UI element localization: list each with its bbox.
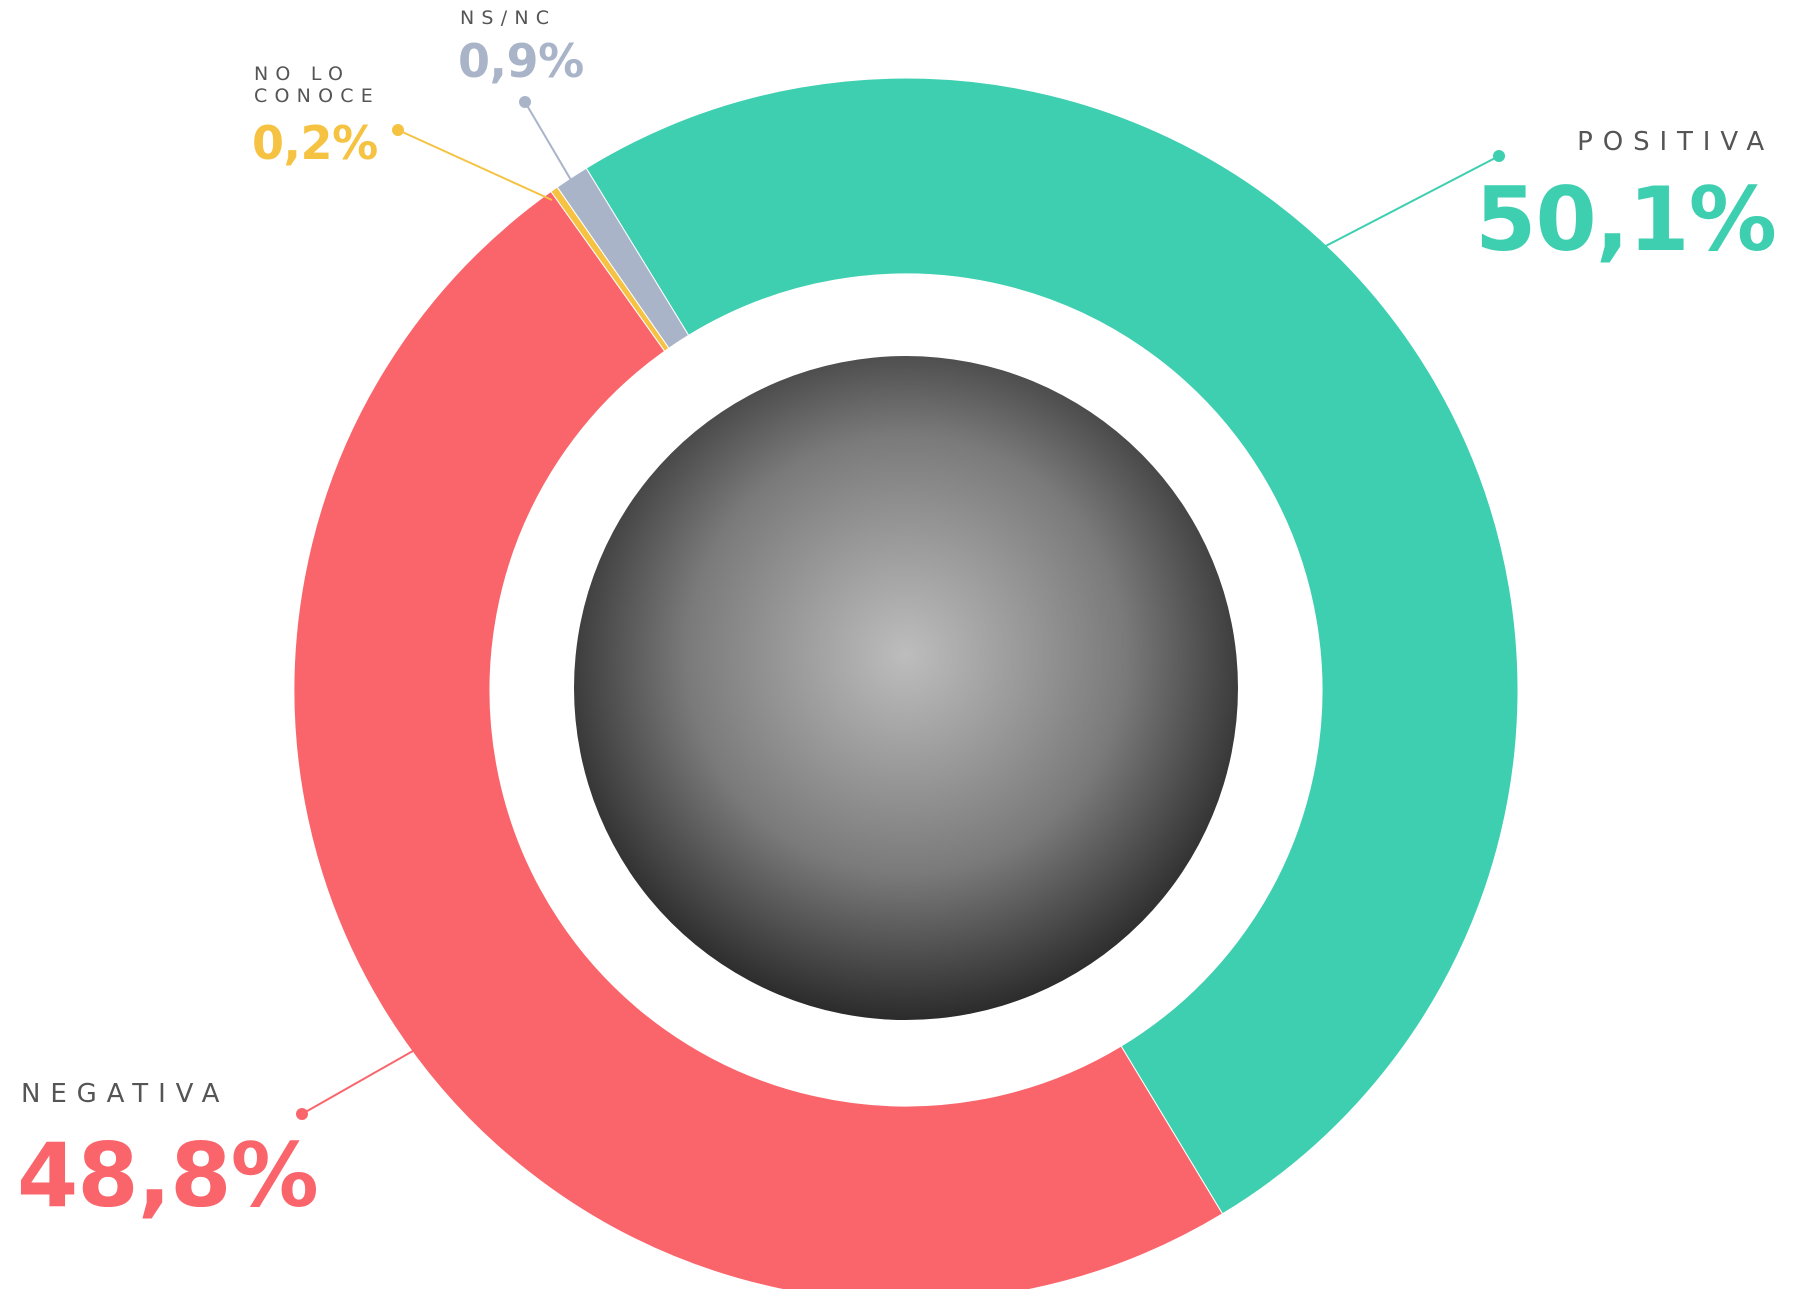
category-label: NO LO CONOCE: [254, 63, 380, 107]
leader-line: [524, 101, 592, 215]
photo: [574, 356, 1238, 1020]
leader-line: [301, 1009, 486, 1115]
category-label: NEGATIVA: [21, 1079, 230, 1109]
leader-line: [1292, 155, 1500, 264]
donut-slice: [293, 190, 1224, 1289]
category-label: NS/NC: [460, 7, 557, 29]
leader-line: [397, 129, 553, 201]
value-label: 0,9%: [458, 34, 584, 88]
leader-dot: [1493, 150, 1505, 162]
value-label: 48,8%: [17, 1124, 319, 1227]
value-label: 50,1%: [1475, 168, 1777, 271]
leader-dot: [519, 96, 531, 108]
leader-dot: [296, 1108, 308, 1120]
leader-dot: [392, 124, 404, 136]
category-label: POSITIVA: [1577, 127, 1774, 157]
value-label: 0,2%: [252, 116, 378, 170]
